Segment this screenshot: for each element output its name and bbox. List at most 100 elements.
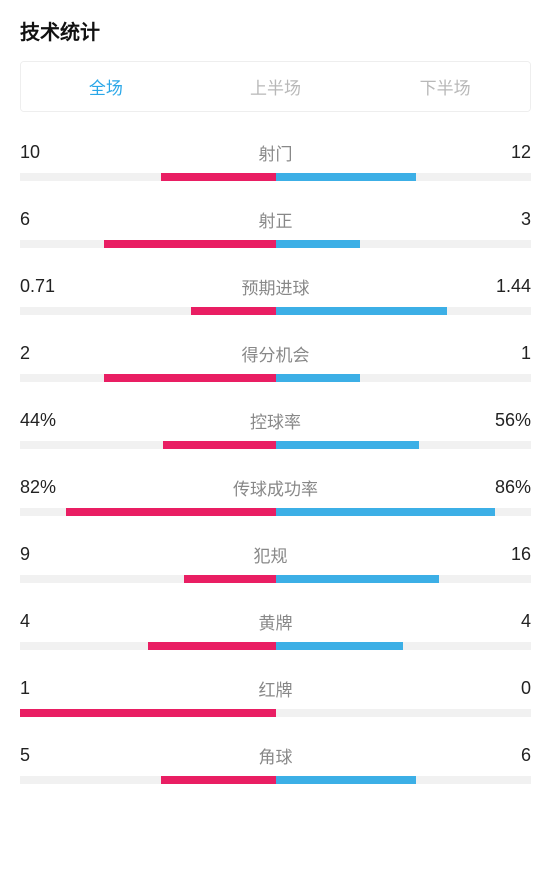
bar-left-track (20, 173, 276, 181)
stat-bar (20, 240, 531, 248)
stat-row: 9犯规16 (20, 542, 531, 583)
bar-right-fill (276, 776, 417, 784)
stat-bar (20, 508, 531, 516)
bar-right-track (276, 776, 532, 784)
bar-left-track (20, 575, 276, 583)
stat-labels: 6射正3 (20, 207, 531, 232)
stat-labels: 1红牌0 (20, 676, 531, 701)
bar-right-track (276, 508, 532, 516)
bar-right-track (276, 307, 532, 315)
stat-left-value: 10 (20, 142, 40, 163)
bar-right-track (276, 642, 532, 650)
page-title: 技术统计 (20, 16, 531, 45)
bar-right-fill (276, 240, 360, 248)
stat-row: 82%传球成功率86% (20, 475, 531, 516)
stat-labels: 9犯规16 (20, 542, 531, 567)
bar-left-fill (184, 575, 276, 583)
stat-right-value: 1 (521, 343, 531, 364)
stat-labels: 5角球6 (20, 743, 531, 768)
stat-name-label: 传球成功率 (56, 475, 495, 500)
stat-right-value: 0 (521, 678, 531, 699)
bar-left-track (20, 441, 276, 449)
bar-left-track (20, 508, 276, 516)
stat-name-label: 角球 (30, 743, 521, 768)
bar-right-fill (276, 508, 496, 516)
bar-right-track (276, 441, 532, 449)
bar-left-fill (104, 374, 275, 382)
stat-right-value: 4 (521, 611, 531, 632)
bar-right-fill (276, 374, 360, 382)
bar-left-track (20, 642, 276, 650)
stat-left-value: 1 (20, 678, 30, 699)
bar-left-fill (191, 307, 275, 315)
bar-right-fill (276, 173, 417, 181)
stat-name-label: 射门 (40, 140, 511, 165)
stat-name-label: 预期进球 (55, 274, 496, 299)
bar-right-track (276, 374, 532, 382)
stat-bar (20, 709, 531, 717)
stat-right-value: 1.44 (496, 276, 531, 297)
stat-right-value: 12 (511, 142, 531, 163)
stat-row: 2得分机会1 (20, 341, 531, 382)
bar-right-fill (276, 307, 447, 315)
stat-name-label: 犯规 (30, 542, 511, 567)
stat-right-value: 3 (521, 209, 531, 230)
bar-right-fill (276, 642, 404, 650)
bar-left-fill (161, 173, 276, 181)
stat-row: 4黄牌4 (20, 609, 531, 650)
stat-labels: 10射门12 (20, 140, 531, 165)
bar-left-track (20, 374, 276, 382)
bar-left-track (20, 240, 276, 248)
bar-right-track (276, 173, 532, 181)
stat-labels: 4黄牌4 (20, 609, 531, 634)
stat-left-value: 6 (20, 209, 30, 230)
bar-left-fill (161, 776, 276, 784)
stat-bar (20, 374, 531, 382)
stat-left-value: 82% (20, 477, 56, 498)
bar-left-track (20, 776, 276, 784)
stat-left-value: 0.71 (20, 276, 55, 297)
bar-left-track (20, 709, 276, 717)
stat-labels: 82%传球成功率86% (20, 475, 531, 500)
tab-0[interactable]: 全场 (21, 62, 191, 111)
stat-bar (20, 575, 531, 583)
stat-name-label: 控球率 (56, 408, 495, 433)
bar-right-fill (276, 441, 419, 449)
bar-right-track (276, 575, 532, 583)
stat-labels: 44%控球率56% (20, 408, 531, 433)
stat-labels: 0.71预期进球1.44 (20, 274, 531, 299)
tab-2[interactable]: 下半场 (360, 62, 530, 111)
stat-bar (20, 307, 531, 315)
stat-right-value: 6 (521, 745, 531, 766)
stat-name-label: 射正 (30, 207, 521, 232)
stat-labels: 2得分机会1 (20, 341, 531, 366)
stat-row: 44%控球率56% (20, 408, 531, 449)
stat-right-value: 86% (495, 477, 531, 498)
tabs-container: 全场上半场下半场 (20, 61, 531, 112)
bar-left-fill (104, 240, 275, 248)
bar-left-fill (148, 642, 276, 650)
bar-right-track (276, 709, 532, 717)
stat-bar (20, 776, 531, 784)
bar-right-track (276, 240, 532, 248)
stat-left-value: 44% (20, 410, 56, 431)
stat-left-value: 4 (20, 611, 30, 632)
stat-bar (20, 441, 531, 449)
stat-bar (20, 642, 531, 650)
tab-1[interactable]: 上半场 (191, 62, 361, 111)
stat-name-label: 红牌 (30, 676, 521, 701)
stat-row: 10射门12 (20, 140, 531, 181)
bar-left-fill (163, 441, 275, 449)
stats-list: 10射门126射正30.71预期进球1.442得分机会144%控球率56%82%… (20, 140, 531, 784)
stat-name-label: 得分机会 (30, 341, 521, 366)
stat-left-value: 5 (20, 745, 30, 766)
stat-bar (20, 173, 531, 181)
bar-right-fill (276, 575, 440, 583)
stat-right-value: 16 (511, 544, 531, 565)
stat-row: 0.71预期进球1.44 (20, 274, 531, 315)
bar-left-fill (20, 709, 276, 717)
stat-row: 1红牌0 (20, 676, 531, 717)
stat-row: 5角球6 (20, 743, 531, 784)
stat-right-value: 56% (495, 410, 531, 431)
stat-left-value: 9 (20, 544, 30, 565)
